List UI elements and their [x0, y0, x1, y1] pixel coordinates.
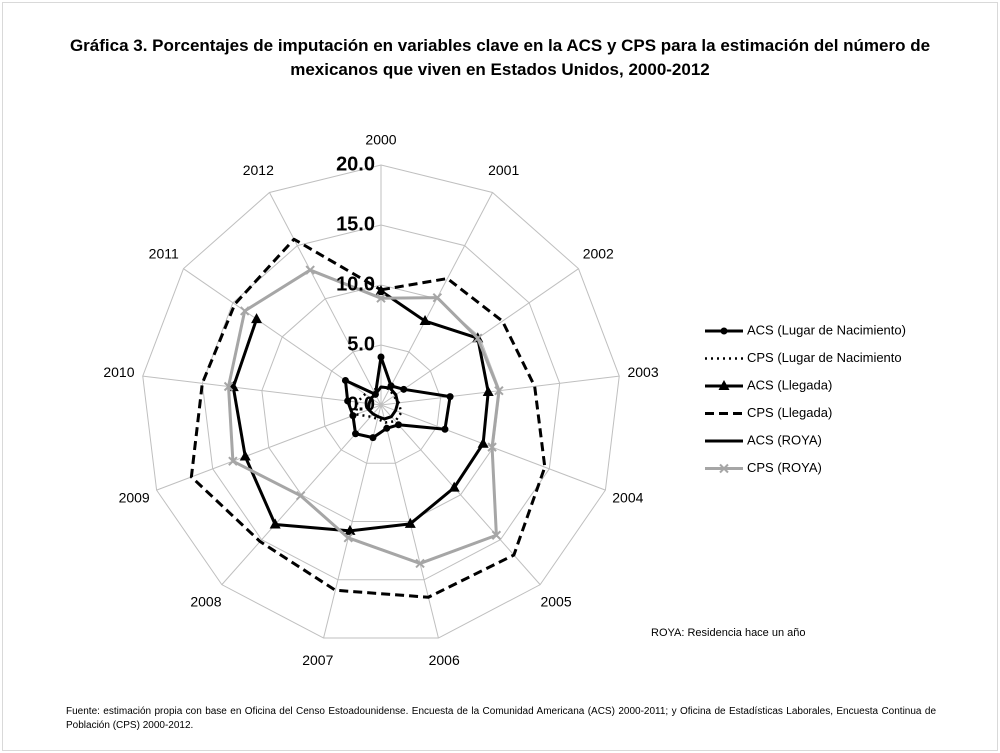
legend-marker [719, 463, 729, 474]
source-note: Fuente: estimación propia con base en Of… [66, 706, 936, 731]
data-point [477, 437, 489, 448]
series-line [367, 385, 400, 421]
spoke [142, 375, 382, 406]
data-point [400, 385, 408, 393]
category-label: 2011 [149, 246, 179, 262]
data-point [295, 491, 306, 501]
data-point [223, 381, 234, 392]
spoke [323, 404, 382, 639]
data-point [352, 430, 360, 438]
category-label: 2010 [103, 364, 134, 380]
data-point [344, 397, 352, 405]
legend-marker [718, 380, 730, 390]
series-line [189, 237, 547, 599]
category-label: 2004 [612, 489, 643, 505]
data-point [482, 385, 494, 396]
category-label: 2006 [429, 652, 460, 668]
note: ROYA: Residencia hace un año [651, 627, 806, 639]
data-point [341, 376, 349, 384]
category-label: 2009 [119, 489, 150, 505]
data-point [376, 293, 386, 303]
category-label: 2012 [243, 162, 274, 178]
data-point [487, 442, 497, 452]
category-label: 2001 [488, 162, 519, 178]
data-point [446, 393, 454, 401]
data-point [377, 353, 385, 361]
data-point [251, 313, 263, 324]
data-point [494, 385, 504, 396]
r-tick-label: 0.0 [347, 393, 375, 415]
data-point [239, 450, 251, 461]
series-line [355, 385, 403, 424]
grid-ring [320, 344, 442, 464]
legend-label: ACS (Lugar de Nacimiento) [747, 322, 906, 337]
category-label: 2003 [627, 364, 658, 380]
data-point [491, 530, 502, 540]
legend-label: ACS (Llegada) [747, 377, 832, 392]
series-line [227, 268, 501, 565]
data-point [419, 315, 431, 326]
grid-ring [201, 224, 561, 581]
r-tick-label: 15.0 [336, 213, 375, 235]
category-label: 2005 [540, 593, 571, 609]
data-point [448, 481, 460, 492]
spoke [269, 192, 382, 406]
r-tick-label: 10.0 [336, 273, 375, 295]
category-label: 2002 [583, 246, 614, 262]
data-point [473, 333, 483, 343]
data-point [240, 306, 250, 316]
data-point [343, 533, 353, 543]
category-label: 2007 [302, 652, 333, 668]
data-point [441, 425, 449, 433]
category-label: 2000 [365, 132, 396, 148]
data-point [415, 558, 425, 569]
grid-ring [142, 164, 620, 639]
spoke [156, 404, 382, 491]
grid-ring [261, 284, 501, 523]
legend-label: CPS (Llegada) [747, 405, 832, 420]
data-point [383, 424, 391, 432]
data-point [349, 412, 357, 420]
legend-marker [720, 327, 728, 335]
data-point [395, 421, 403, 429]
legend-label: CPS (Lugar de Nacimiento [747, 350, 902, 365]
data-point [432, 292, 443, 303]
data-point [269, 518, 281, 529]
chart-title: Gráfica 3. Porcentajes de imputación en … [69, 36, 931, 79]
legend-label: CPS (ROYA) [747, 460, 822, 475]
data-point [305, 265, 315, 275]
r-tick-label: 20.0 [336, 153, 375, 175]
series-line [231, 289, 490, 533]
category-label: 2008 [190, 593, 221, 609]
data-point [404, 517, 416, 528]
data-point [344, 524, 356, 535]
data-point [228, 456, 238, 466]
data-point [369, 434, 377, 442]
legend-label: ACS (ROYA) [747, 432, 822, 447]
r-tick-label: 5.0 [347, 333, 375, 355]
